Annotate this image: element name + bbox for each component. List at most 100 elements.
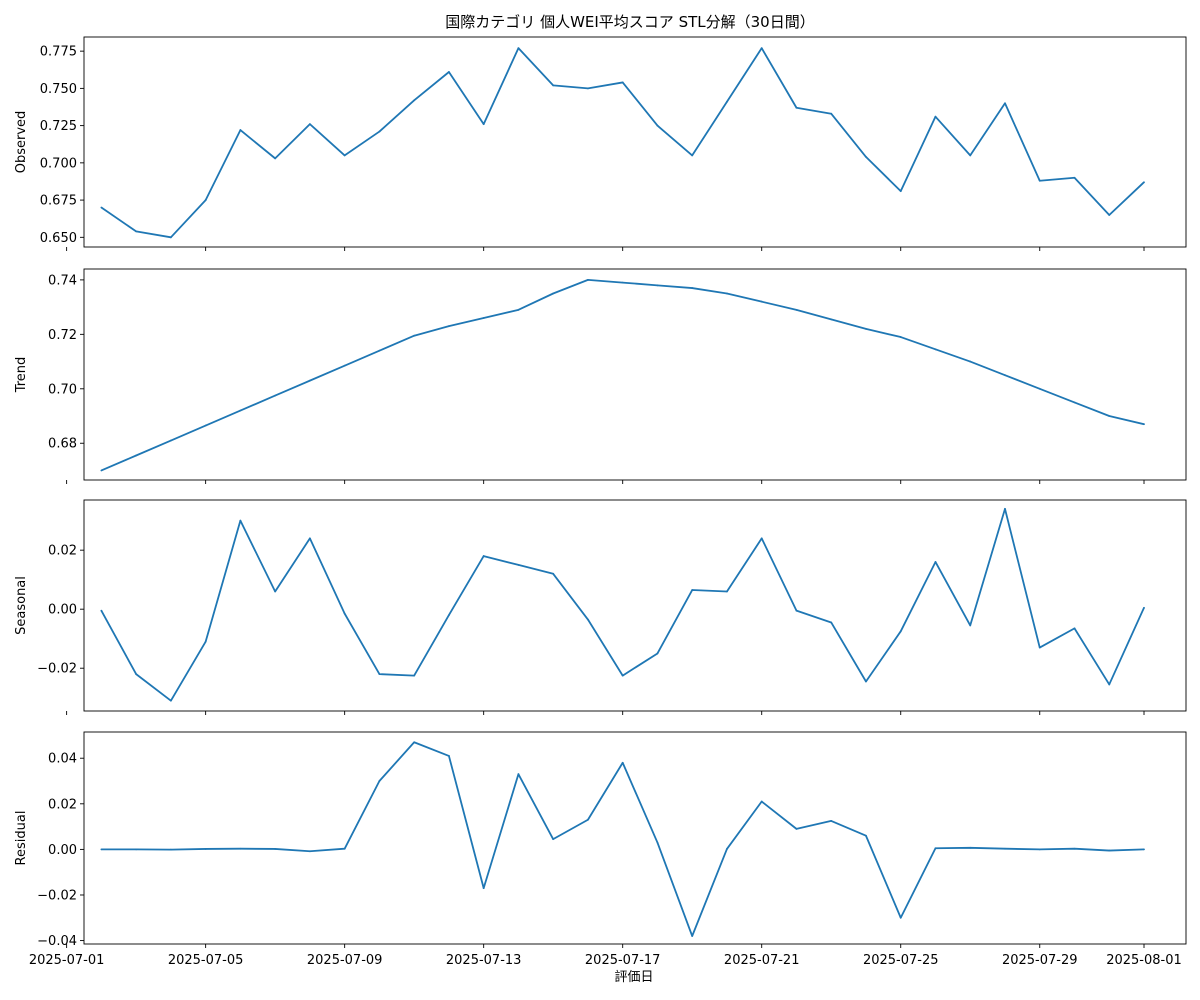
- panel-residual-point: [726, 848, 728, 850]
- panel-seasonal-point: [517, 564, 520, 566]
- panel-observed-point: [621, 81, 624, 84]
- panel-seasonal-line: [100, 507, 1145, 702]
- panel-residual-point: [865, 834, 867, 837]
- panel-residual-point: [482, 887, 485, 890]
- panel-observed-point: [378, 130, 381, 133]
- panel-seasonal-point: [309, 537, 311, 540]
- panel-trend-point: [830, 318, 833, 321]
- panel-trend-point: [726, 292, 728, 295]
- x-tick-label: 2025-08-01: [1106, 953, 1182, 968]
- y-tick-label: 0.68: [48, 437, 77, 452]
- panel-observed-point: [969, 154, 972, 157]
- panel-residual-point: [204, 848, 207, 850]
- panel-residual-point: [135, 848, 138, 851]
- panel-seasonal-point: [378, 673, 381, 676]
- panel-observed-point: [1038, 179, 1041, 182]
- x-tick-label: 2025-07-01: [29, 953, 105, 968]
- y-tick-label: −0.02: [37, 662, 77, 677]
- x-tick-label: 2025-07-09: [307, 953, 383, 968]
- panel-seasonal-point: [343, 612, 346, 615]
- panel-trend-point: [482, 317, 485, 319]
- y-tick-label: 0.675: [40, 194, 77, 209]
- panel-seasonal-point: [1004, 507, 1006, 510]
- y-tick-label: 0.70: [48, 382, 77, 397]
- panel-observed-point: [830, 112, 833, 115]
- x-tick-label: 2025-07-05: [168, 953, 244, 968]
- panel-trend: 0.68 0.70 0.72 0.74 Trend: [14, 268, 1187, 484]
- panel-observed-point: [587, 87, 589, 90]
- panel-residual-frame: [83, 731, 1187, 945]
- panel-observed-point: [343, 154, 346, 157]
- y-tick-label: 0.04: [48, 752, 77, 767]
- panel-seasonal-point: [691, 589, 694, 591]
- panel-seasonal-point: [760, 537, 763, 540]
- y-tick-label: −0.02: [37, 888, 77, 903]
- panel-residual-point: [1108, 849, 1111, 852]
- panel-observed-point: [274, 157, 277, 160]
- panel-trend-point: [552, 292, 555, 295]
- panel-residual-point: [448, 755, 450, 757]
- x-tick-label: 2025-07-17: [585, 953, 661, 968]
- panel-observed-point: [795, 106, 798, 109]
- panel-observed-point: [135, 230, 138, 233]
- y-tick-label: 0.775: [40, 45, 77, 60]
- panel-residual-point: [934, 847, 937, 850]
- panel-observed-ylabel: Observed: [14, 111, 29, 174]
- y-tick-label: −0.04: [37, 934, 77, 949]
- panel-seasonal-point: [656, 652, 659, 655]
- y-tick-label: 0.650: [40, 231, 77, 246]
- panel-observed-point: [448, 71, 450, 73]
- panel-residual-point: [1143, 848, 1145, 851]
- panel-trend-point: [135, 454, 138, 457]
- panel-trend-point: [309, 379, 311, 382]
- panel-residual-ylabel: Residual: [14, 811, 29, 866]
- y-tick-label: 0.02: [48, 797, 77, 812]
- y-tick-label: 0.02: [48, 544, 77, 559]
- panel-observed-point: [691, 154, 694, 157]
- panel-seasonal-point: [587, 618, 589, 621]
- panel-trend-point: [691, 287, 694, 289]
- panel-seasonal-point: [969, 624, 972, 627]
- panel-seasonal-point: [934, 561, 937, 563]
- panel-residual-point: [169, 848, 172, 851]
- panel-trend-point: [100, 469, 103, 472]
- panel-seasonal-point: [552, 572, 555, 575]
- panel-trend-point: [343, 364, 346, 367]
- panel-observed-point: [1108, 214, 1111, 216]
- panel-seasonal-point: [239, 519, 242, 522]
- y-tick-label: 0.74: [48, 273, 77, 288]
- panel-residual-point: [760, 800, 763, 803]
- panel-residual: −0.04 −0.02 0.00 0.02 0.04 Residual 2025-07-01…: [14, 731, 1187, 968]
- panel-seasonal-point: [482, 555, 485, 557]
- panel-residual-point: [309, 850, 311, 853]
- y-tick-label: 0.00: [48, 603, 77, 618]
- panel-seasonal-point: [100, 609, 103, 612]
- x-tick-label: 2025-07-25: [863, 953, 939, 968]
- panel-residual-point: [587, 818, 589, 821]
- panel-observed-point: [552, 84, 555, 87]
- panel-residual-line: [101, 741, 1145, 937]
- panel-observed: 0.650 0.675 0.700 0.725 0.750 0.775 Observed: [14, 36, 1187, 251]
- panel-observed-point: [899, 190, 902, 193]
- panel-residual-point: [795, 827, 798, 830]
- x-tick-label: 2025-07-13: [446, 953, 522, 968]
- panel-trend-point: [934, 348, 937, 351]
- panel-seasonal-point: [413, 674, 416, 677]
- panel-residual-point: [378, 780, 381, 782]
- panel-residual-point: [899, 916, 902, 919]
- panel-observed-point: [1143, 181, 1145, 184]
- panel-residual-point: [621, 761, 624, 764]
- figure-title: 国際カテゴリ 個人WEI平均スコア STL分解（30日間）: [445, 13, 814, 31]
- x-tick-label: 2025-07-29: [1002, 953, 1078, 968]
- panel-observed-point: [482, 123, 485, 126]
- panel-trend-point: [899, 336, 902, 338]
- panel-residual-point: [343, 847, 346, 850]
- x-tick-label: 2025-07-21: [724, 953, 800, 968]
- panel-observed-point: [413, 99, 416, 102]
- panel-observed-point: [656, 124, 659, 127]
- panel-seasonal-point: [135, 673, 138, 676]
- panel-seasonal-point: [865, 680, 867, 683]
- panel-trend-line: [101, 278, 1145, 472]
- panel-observed-frame: [83, 36, 1187, 248]
- panel-observed-point: [100, 206, 103, 209]
